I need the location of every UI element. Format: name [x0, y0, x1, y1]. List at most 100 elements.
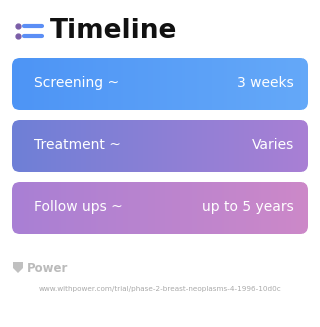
- Bar: [66, 120, 69, 172]
- Bar: [39, 120, 42, 172]
- Bar: [34, 120, 37, 172]
- Bar: [288, 120, 291, 172]
- Bar: [155, 182, 158, 234]
- Bar: [274, 120, 276, 172]
- Bar: [29, 182, 32, 234]
- Bar: [296, 182, 299, 234]
- Bar: [160, 58, 163, 110]
- Bar: [64, 182, 67, 234]
- Text: Power: Power: [27, 262, 68, 274]
- Bar: [283, 182, 286, 234]
- Bar: [121, 120, 124, 172]
- Bar: [227, 120, 229, 172]
- Bar: [246, 58, 249, 110]
- Bar: [261, 58, 264, 110]
- Bar: [195, 182, 197, 234]
- Bar: [266, 120, 269, 172]
- Bar: [69, 182, 72, 234]
- Bar: [192, 182, 195, 234]
- Bar: [185, 58, 188, 110]
- Bar: [172, 120, 175, 172]
- Bar: [199, 58, 203, 110]
- Text: 3 weeks: 3 weeks: [237, 76, 294, 90]
- Bar: [192, 58, 195, 110]
- Bar: [236, 58, 239, 110]
- Bar: [192, 120, 195, 172]
- Bar: [103, 58, 106, 110]
- Bar: [131, 120, 133, 172]
- Bar: [281, 58, 284, 110]
- Bar: [202, 58, 205, 110]
- Bar: [150, 120, 153, 172]
- Bar: [56, 120, 60, 172]
- Bar: [116, 120, 119, 172]
- Bar: [163, 182, 165, 234]
- Bar: [54, 120, 57, 172]
- Bar: [261, 120, 264, 172]
- Bar: [303, 120, 306, 172]
- Bar: [227, 58, 229, 110]
- Bar: [306, 58, 308, 110]
- Bar: [172, 58, 175, 110]
- Bar: [145, 120, 148, 172]
- Bar: [195, 120, 197, 172]
- Bar: [108, 182, 111, 234]
- Bar: [291, 182, 294, 234]
- Bar: [224, 182, 227, 234]
- Bar: [108, 120, 111, 172]
- Bar: [49, 182, 52, 234]
- Bar: [116, 58, 119, 110]
- Bar: [222, 182, 225, 234]
- Bar: [37, 58, 40, 110]
- Bar: [281, 182, 284, 234]
- Bar: [271, 58, 274, 110]
- Bar: [86, 120, 89, 172]
- Bar: [283, 58, 286, 110]
- Bar: [249, 120, 252, 172]
- Bar: [254, 58, 257, 110]
- Bar: [84, 120, 86, 172]
- Bar: [133, 120, 136, 172]
- Bar: [266, 58, 269, 110]
- Bar: [264, 58, 267, 110]
- Bar: [42, 182, 44, 234]
- Text: Screening ~: Screening ~: [34, 76, 119, 90]
- Bar: [52, 58, 54, 110]
- Bar: [241, 120, 244, 172]
- Bar: [268, 182, 271, 234]
- Bar: [128, 58, 131, 110]
- Bar: [113, 58, 116, 110]
- Bar: [241, 182, 244, 234]
- Bar: [66, 58, 69, 110]
- Bar: [76, 182, 79, 234]
- Bar: [135, 58, 138, 110]
- Bar: [214, 58, 217, 110]
- Bar: [138, 58, 141, 110]
- Bar: [64, 120, 67, 172]
- Bar: [177, 58, 180, 110]
- Bar: [244, 182, 247, 234]
- Bar: [281, 120, 284, 172]
- Bar: [59, 120, 62, 172]
- Bar: [224, 120, 227, 172]
- Bar: [217, 182, 220, 234]
- Bar: [157, 58, 161, 110]
- Bar: [123, 120, 126, 172]
- Bar: [207, 182, 210, 234]
- Bar: [182, 58, 185, 110]
- Bar: [207, 58, 210, 110]
- Bar: [74, 182, 76, 234]
- Bar: [69, 120, 72, 172]
- Bar: [286, 120, 289, 172]
- Bar: [306, 182, 308, 234]
- Bar: [234, 58, 237, 110]
- Bar: [296, 120, 299, 172]
- Bar: [131, 58, 133, 110]
- Bar: [106, 182, 109, 234]
- Bar: [298, 182, 301, 234]
- Bar: [17, 182, 20, 234]
- Text: www.withpower.com/trial/phase-2-breast-neoplasms-4-1996-10d0c: www.withpower.com/trial/phase-2-breast-n…: [39, 286, 281, 292]
- Bar: [20, 120, 22, 172]
- Bar: [150, 58, 153, 110]
- Bar: [84, 182, 86, 234]
